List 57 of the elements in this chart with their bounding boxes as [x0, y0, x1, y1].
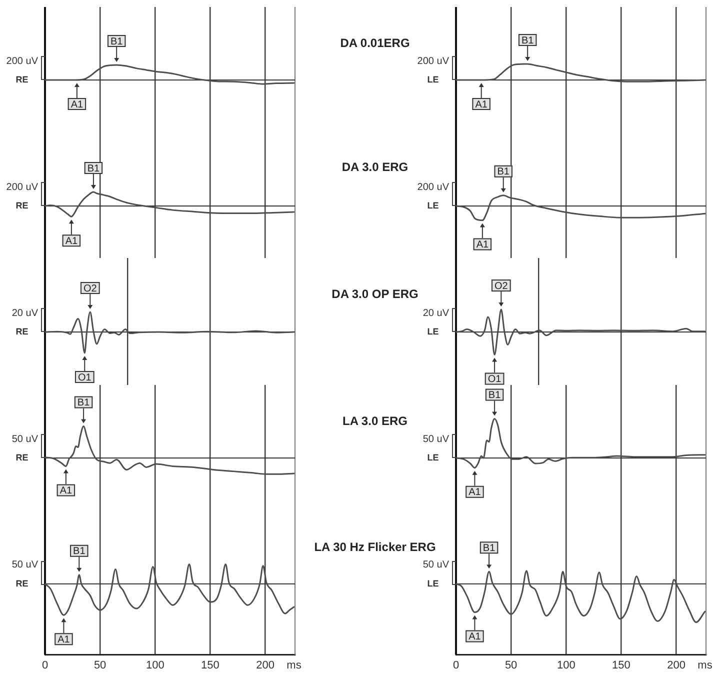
- annotation: A1: [58, 634, 70, 646]
- x-tick-label: 50: [504, 659, 518, 672]
- x-tick-label: 200: [256, 659, 274, 672]
- annotation: A1: [468, 487, 482, 498]
- text: LE: [427, 578, 439, 588]
- text: LE: [427, 74, 439, 84]
- text: 50 uV: [12, 434, 38, 445]
- text: 20 uV: [12, 308, 38, 319]
- text: 200 uV: [417, 56, 450, 67]
- annotation: B1: [77, 398, 90, 409]
- x-tick-label: 150: [612, 659, 630, 672]
- text: LE: [427, 200, 439, 210]
- text: 20 uV: [422, 308, 450, 319]
- x-tick-label: 50: [94, 659, 106, 672]
- text: RE: [16, 74, 28, 84]
- chart-title: LA 3.0 ERG: [342, 414, 408, 428]
- annotation: B1: [110, 36, 124, 48]
- text: 200 uV: [417, 182, 450, 193]
- annotation: A1: [60, 485, 72, 496]
- annotation: A1: [65, 236, 78, 247]
- chart-title: DA 3.0 ERG: [342, 160, 408, 174]
- annotation: B1: [497, 166, 510, 178]
- text: RE: [16, 452, 28, 462]
- text: RE: [16, 326, 28, 336]
- text: RE: [16, 200, 28, 210]
- text: 50 uV: [422, 560, 450, 571]
- text: 50 uV: [422, 434, 450, 445]
- annotation: A1: [468, 632, 482, 643]
- annotation: O2: [83, 283, 98, 294]
- x-tick-label: 100: [556, 659, 576, 672]
- x-tick-label: 0: [42, 659, 48, 672]
- chart-title: DA 0.01ERG: [340, 36, 410, 50]
- annotation: A1: [70, 99, 84, 110]
- chart-title: DA 3.0 OP ERG: [332, 287, 418, 301]
- chart-title: LA 30 Hz Flicker ERG: [314, 540, 436, 554]
- annotation: O1: [78, 372, 92, 384]
- text: 200 uV: [6, 182, 38, 193]
- annotation: B1: [87, 163, 100, 174]
- annotation: A1: [475, 99, 488, 110]
- x-tick-label: 200: [667, 659, 686, 672]
- text: LE: [427, 326, 439, 336]
- x-axis-title: ms: [286, 659, 302, 672]
- annotation: B1: [73, 546, 86, 558]
- x-tick-label: 0: [452, 659, 460, 672]
- annotation: A1: [476, 240, 489, 251]
- annotation: O1: [488, 374, 502, 385]
- x-tick-label: 100: [146, 659, 164, 672]
- text: 50 uV: [12, 560, 38, 571]
- text: 200 uV: [6, 56, 38, 67]
- x-axis-title: ms: [698, 659, 713, 672]
- annotation: B1: [482, 542, 496, 554]
- x-tick-label: 150: [201, 659, 220, 672]
- text: RE: [16, 578, 28, 588]
- text: LE: [427, 452, 439, 462]
- annotation: B1: [521, 35, 534, 46]
- annotation: O2: [494, 280, 508, 292]
- annotation: B1: [488, 390, 502, 401]
